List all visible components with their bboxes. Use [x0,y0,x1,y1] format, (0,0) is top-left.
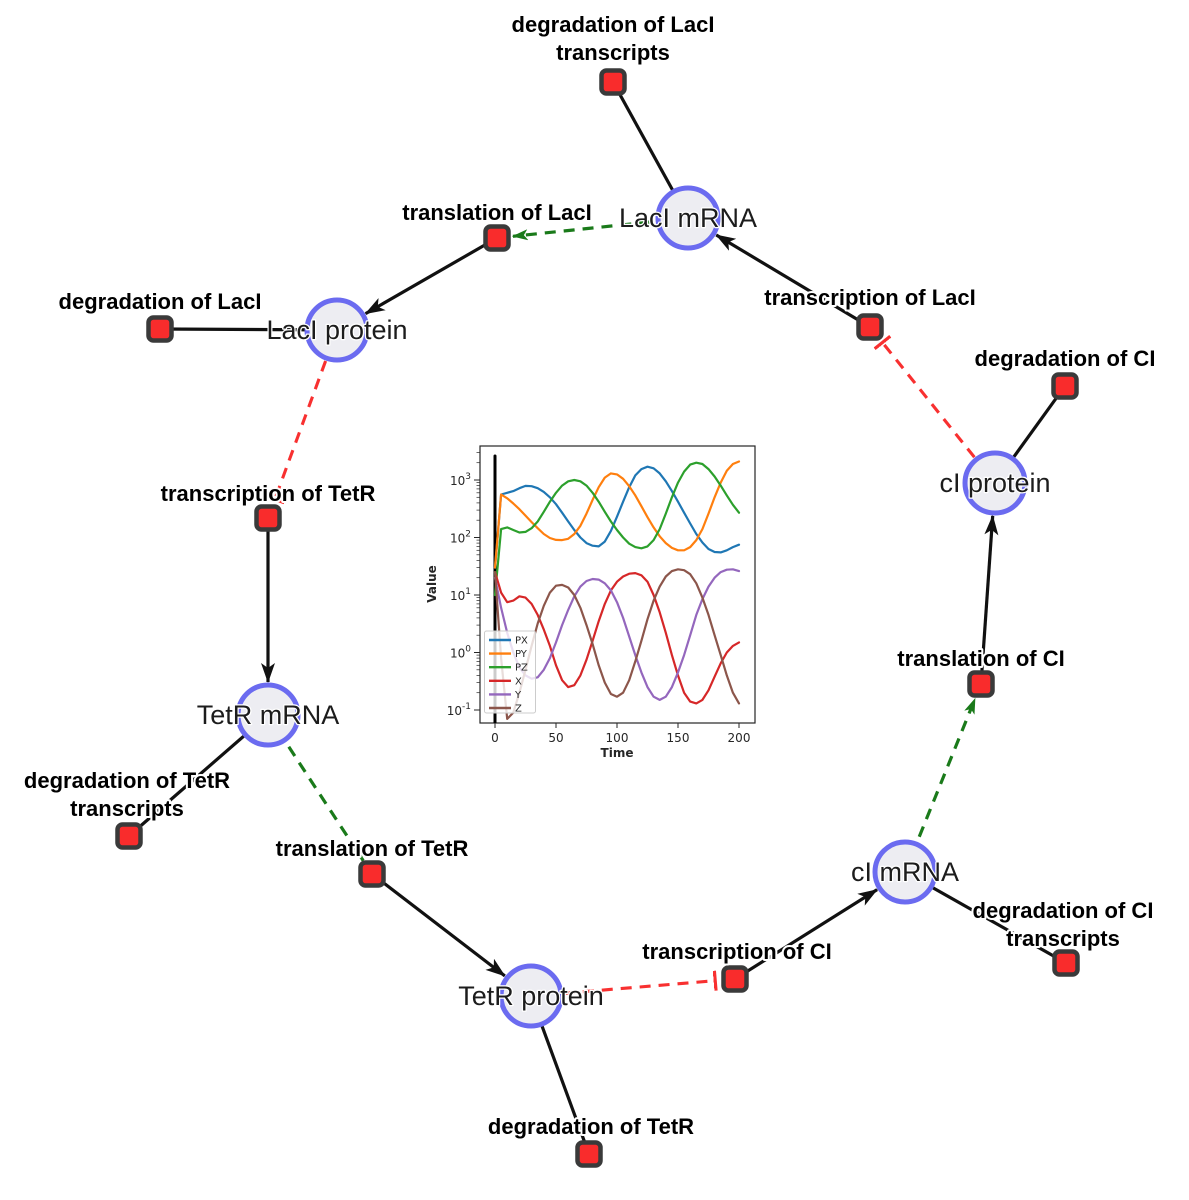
species-node-ci-mrna[interactable] [872,839,938,905]
reaction-node-transcription-tetr[interactable] [254,504,282,532]
label-tetr-mrna: TetR mRNA [197,700,340,730]
edge-transcription-laci-to-mrna [715,233,871,329]
series-line-X [493,570,741,705]
label-laci-mrna: LacI mRNA [619,203,757,233]
y-axis-label: Value [425,565,439,603]
edge-ci-mrna-to-translation [903,697,977,873]
species-labels: LacI mRNA LacI protein TetR mRNA TetR pr… [195,202,1051,1013]
reaction-node-deg-ci-transcripts[interactable] [1052,949,1080,977]
label-translation-tetr: translation of TetR [276,836,469,861]
label-transcription-ci: transcription of CI [642,939,831,964]
edge-transcription-ci-to-mrna [734,888,878,981]
x-tick-200: 200 [728,731,751,745]
label-tetr-protein: TetR protein [458,981,604,1011]
edge-laci-protein-inhibits-transcription-tetr [275,360,328,499]
reaction-node-translation-laci[interactable] [483,224,511,252]
legend-label-X: X [515,676,522,687]
label-translation-ci: translation of CI [897,646,1064,671]
edge-translation-ci-to-protein [979,514,999,685]
y-tick-1e1: 101 [450,587,471,603]
chart-legend: PX PY PZ X Y Z [484,630,536,715]
x-tick-100: 100 [606,731,629,745]
reaction-node-deg-tetr[interactable] [575,1140,603,1168]
x-tick-0: 0 [491,731,499,745]
species-node-laci-mrna[interactable] [655,185,721,251]
y-tick-1e0: 100 [450,645,471,661]
label-ci-mrna: cI mRNA [851,857,959,887]
log-minor-ticks [476,452,480,694]
legend-label-Y: Y [514,690,522,701]
edge-ci-protein-inhibits-transcription-laci [883,343,976,459]
label-deg-tetr: degradation of TetR [488,1114,694,1139]
label-deg-tetr-transcripts-1: degradation of TetR [24,768,230,793]
reaction-node-translation-ci[interactable] [967,670,995,698]
label-laci-protein: LacI protein [266,315,407,345]
reaction-node-transcription-ci[interactable] [721,965,749,993]
label-transcription-tetr: transcription of TetR [161,481,376,506]
x-tick-labels: 0 50 100 150 200 [491,731,750,745]
species-nodes [235,185,1028,1029]
y-tick-1e2: 102 [450,530,471,546]
edge-tetr-protein-inhibits-transcription-ci [563,981,715,995]
label-deg-tetr-transcripts-2: transcripts [70,796,184,821]
reaction-node-deg-ci[interactable] [1051,372,1079,400]
edge-translation-tetr-to-protein [371,872,506,978]
y-tick-labels: 103 102 101 100 10-1 [447,472,472,718]
label-translation-laci: translation of LacI [402,200,591,225]
legend-label-PY: PY [515,649,528,660]
y-tick-1e-1: 10-1 [447,702,471,718]
legend-label-Z: Z [515,704,522,715]
label-deg-laci: degradation of LacI [59,289,262,314]
label-ci-protein: cI protein [939,468,1050,498]
label-transcription-laci: transcription of LacI [764,285,975,310]
reaction-node-deg-laci-transcripts[interactable] [599,68,627,96]
label-deg-ci-transcripts-1: degradation of CI [973,898,1154,923]
edge-translation-laci-to-protein [364,236,498,315]
series-line-Z [493,568,741,721]
series-line-PZ [493,461,741,597]
x-tick-50: 50 [548,731,563,745]
y-tick-1e3: 103 [450,472,471,488]
inset-chart: 0 50 100 150 200 103 102 101 100 10-1 Va… [425,445,756,760]
legend-label-PZ: PZ [515,663,528,674]
label-deg-ci: degradation of CI [975,346,1156,371]
species-node-tetr-protein[interactable] [498,963,564,1029]
axis-ticks [474,452,740,728]
reaction-labels: degradation of LacI transcripts translat… [22,10,1158,1141]
label-deg-ci-transcripts-2: transcripts [1006,926,1120,951]
reaction-node-deg-laci[interactable] [146,315,174,343]
x-tick-150: 150 [667,731,690,745]
reaction-nodes [115,68,1080,1168]
label-deg-laci-transcripts-1: degradation of LacI [512,12,715,37]
reaction-node-deg-tetr-transcripts[interactable] [115,822,143,850]
reaction-node-translation-tetr[interactable] [358,860,386,888]
x-axis-label: Time [601,746,634,760]
legend-label-PX: PX [515,636,528,647]
species-node-ci-protein[interactable] [962,450,1028,516]
species-node-laci-protein[interactable] [304,297,370,363]
species-node-tetr-mrna[interactable] [235,682,301,748]
reaction-node-transcription-laci[interactable] [856,313,884,341]
label-deg-laci-transcripts-2: transcripts [556,40,670,65]
series-line-PY [493,460,741,569]
